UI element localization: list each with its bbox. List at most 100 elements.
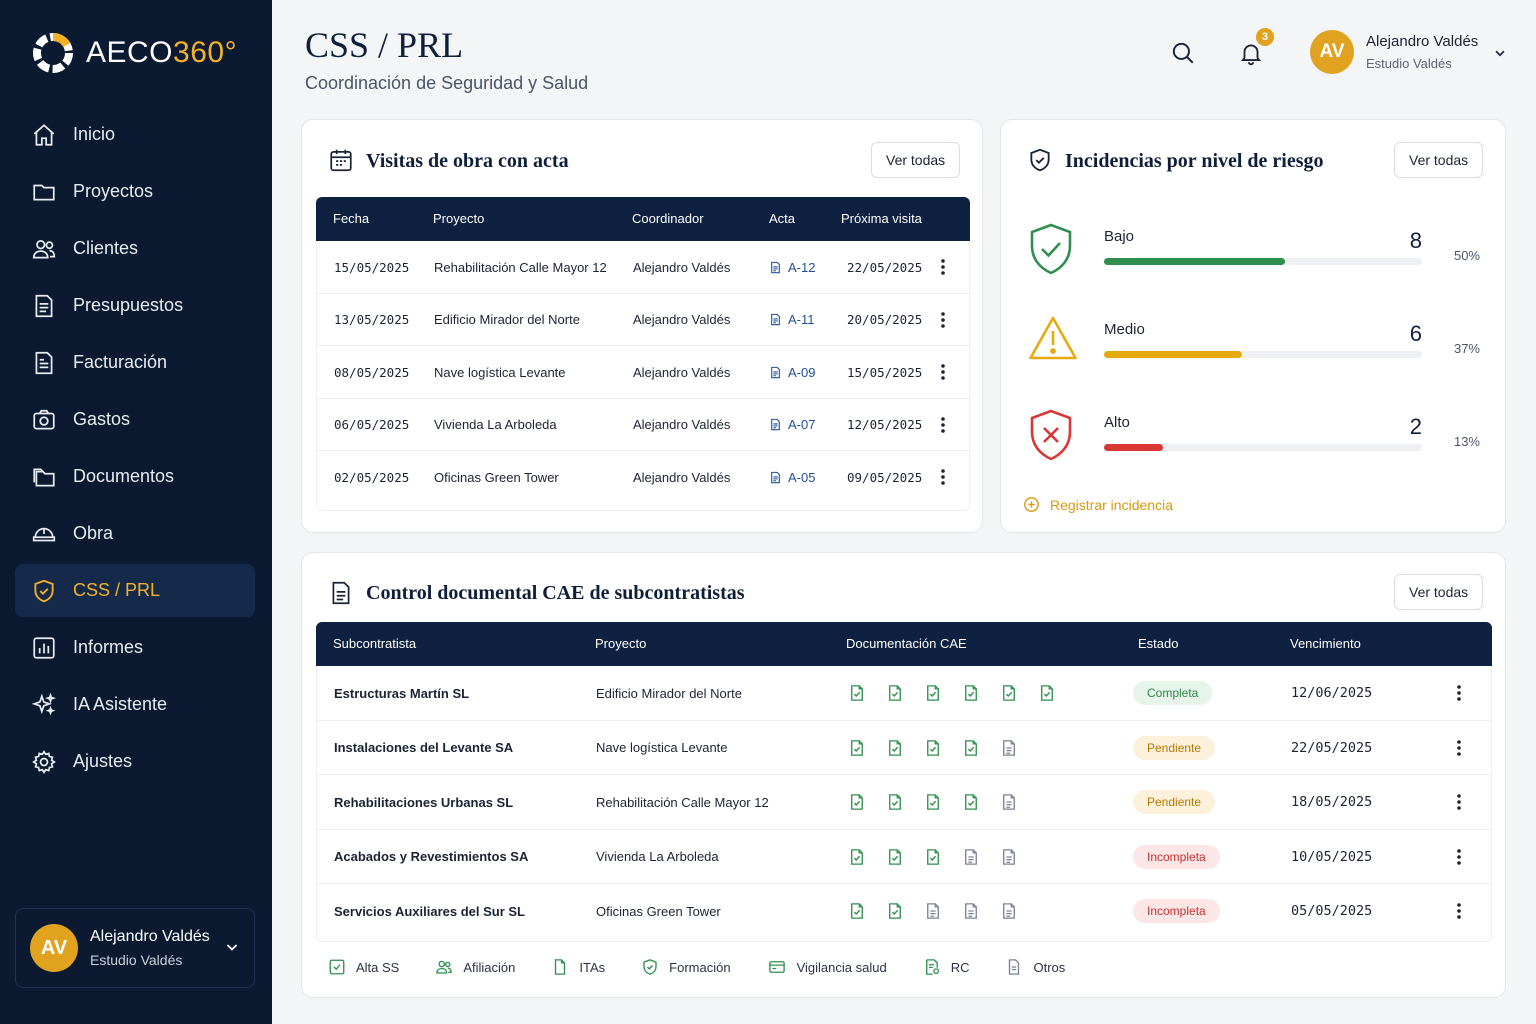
visit-acta-link[interactable]: A-11	[769, 294, 815, 346]
col-proyecto[interactable]: Proyecto	[433, 211, 485, 226]
sidebar-item-ia-asistente[interactable]: IA Asistente	[15, 678, 255, 731]
row-menu-icon[interactable]	[935, 399, 951, 451]
doc-check-icon[interactable]	[962, 792, 1000, 812]
doc-check-icon[interactable]	[886, 738, 924, 758]
table-row[interactable]: 08/05/2025 Nave logística Levante Alejandr…	[317, 346, 969, 399]
app-logo[interactable]: AECO360°	[32, 32, 237, 74]
table-row[interactable]: Rehabilitaciones Urbanas SL Rehabilitació…	[317, 775, 1491, 830]
table-row[interactable]: Instalaciones del Levante SA Nave logísti…	[317, 721, 1491, 776]
row-menu-icon[interactable]	[935, 241, 951, 293]
col-proyecto[interactable]: Proyecto	[595, 636, 647, 651]
doc-check-icon[interactable]	[924, 792, 962, 812]
doc-check-icon[interactable]	[924, 738, 962, 758]
row-menu-icon[interactable]	[935, 451, 951, 503]
doc-check-icon[interactable]	[848, 901, 886, 921]
table-row[interactable]: Servicios Auxiliares del Sur SL Oficinas …	[317, 884, 1491, 939]
doc-pending-icon[interactable]	[1000, 792, 1038, 812]
sidebar-item-label: CSS / PRL	[73, 580, 161, 600]
row-menu-icon[interactable]	[935, 294, 951, 346]
table-row[interactable]: 13/05/2025 Edificio Mirador del Norte Alej…	[317, 294, 969, 347]
doc-pending-icon[interactable]	[1000, 847, 1038, 867]
sidebar-user-card[interactable]: AV Alejandro Valdés Estudio Valdés	[15, 908, 255, 988]
sidebar-item-facturacion[interactable]: Facturación	[15, 336, 255, 389]
sidebar-item-clientes[interactable]: Clientes	[15, 222, 255, 275]
doc-check-icon[interactable]	[848, 738, 886, 758]
doc-check-icon[interactable]	[886, 683, 924, 703]
visit-acta-link[interactable]: A-09	[769, 346, 815, 398]
visit-acta-link[interactable]: A-05	[769, 451, 815, 503]
sidebar-item-gastos[interactable]: Gastos	[15, 393, 255, 446]
header-user[interactable]: AV Alejandro Valdés Estudio Valdés	[1310, 30, 1478, 74]
col-proxima-visita[interactable]: Próxima visita	[841, 211, 922, 226]
sidebar-item-label: Ajustes	[73, 751, 133, 771]
sidebar-item-inicio[interactable]: Inicio	[15, 108, 255, 161]
sidebar-item-informes[interactable]: Informes	[15, 621, 255, 674]
table-row[interactable]: 15/05/2025 Rehabilitación Calle Mayor 12 A…	[317, 241, 969, 294]
doc-check-icon[interactable]	[962, 738, 1000, 758]
doc-pending-icon[interactable]	[1000, 738, 1038, 758]
col-coordinador[interactable]: Coordinador	[632, 211, 704, 226]
risk-level-alto[interactable]: Alto 2 13%	[1024, 409, 1484, 494]
table-row[interactable]: 06/05/2025 Vivienda La Arboleda Alejandro …	[317, 399, 969, 452]
doc-check-icon[interactable]	[848, 847, 886, 867]
cae-view-all-button[interactable]: Ver todas	[1394, 574, 1484, 610]
visit-project: Rehabilitación Calle Mayor 12	[434, 259, 607, 275]
cae-expiry-date: 10/05/2025	[1291, 848, 1373, 865]
chevron-down-icon[interactable]	[224, 939, 240, 955]
doc-check-icon[interactable]	[1038, 683, 1076, 703]
visit-coordinator: Alejandro Valdés	[633, 312, 731, 328]
sidebar-item-proyectos[interactable]: Proyectos	[15, 165, 255, 218]
camera-icon	[33, 409, 55, 430]
doc-check-icon[interactable]	[886, 847, 924, 867]
row-menu-icon[interactable]	[1451, 775, 1467, 829]
doc-check-icon[interactable]	[848, 792, 886, 812]
risk-count: 8	[1409, 228, 1422, 253]
table-row[interactable]: 02/05/2025 Oficinas Green Tower Alejandro …	[317, 451, 969, 504]
col-documentacion-cae[interactable]: Documentación CAE	[846, 636, 967, 651]
sidebar-item-obra[interactable]: Obra	[15, 507, 255, 560]
sidebar-item-css-prl[interactable]: CSS / PRL	[15, 564, 255, 617]
doc-check-icon[interactable]	[886, 901, 924, 921]
doc-pending-icon[interactable]	[1000, 901, 1038, 921]
risk-level-medio[interactable]: Medio 6 37%	[1024, 316, 1484, 401]
row-menu-icon[interactable]	[1451, 884, 1467, 938]
chevron-down-icon[interactable]	[1493, 46, 1507, 60]
visit-acta-link[interactable]: A-12	[769, 241, 815, 293]
status-badge: Incompleta	[1133, 899, 1220, 924]
sidebar-item-ajustes[interactable]: Ajustes	[15, 735, 255, 788]
doc-pending-icon[interactable]	[924, 901, 962, 921]
search-icon[interactable]	[1170, 40, 1196, 66]
doc-check-icon[interactable]	[962, 683, 1000, 703]
col-subcontratista[interactable]: Subcontratista	[333, 636, 417, 651]
doc-check-icon[interactable]	[924, 847, 962, 867]
doc-check-icon[interactable]	[1000, 683, 1038, 703]
risk-level-bajo[interactable]: Bajo 8 50%	[1024, 223, 1484, 308]
col-acta[interactable]: Acta	[769, 211, 796, 226]
row-menu-icon[interactable]	[1451, 721, 1467, 775]
col-estado[interactable]: Estado	[1138, 636, 1179, 651]
risk-label: Medio	[1104, 321, 1145, 338]
sidebar-item-presupuestos[interactable]: Presupuestos	[15, 279, 255, 332]
row-menu-icon[interactable]	[1451, 666, 1467, 720]
doc-check-icon[interactable]	[924, 683, 962, 703]
register-incident-link[interactable]: Registrar incidencia	[1023, 496, 1173, 513]
doc-check-icon[interactable]	[848, 683, 886, 703]
col-vencimiento[interactable]: Vencimiento	[1290, 636, 1361, 651]
table-row[interactable]: Acabados y Revestimientos SA Vivienda La …	[317, 830, 1491, 885]
col-fecha[interactable]: Fecha	[333, 211, 370, 226]
row-menu-icon[interactable]	[1451, 830, 1467, 884]
table-row[interactable]: Estructuras Martín SL Edificio Mirador de…	[317, 666, 1491, 721]
risk-progress-fill	[1104, 444, 1163, 451]
doc-pending-icon[interactable]	[962, 901, 1000, 921]
risk-view-all-button[interactable]: Ver todas	[1394, 142, 1484, 178]
sidebar-item-documentos[interactable]: Documentos	[15, 450, 255, 503]
subcontractor-name: Acabados y Revestimientos SA	[334, 849, 529, 865]
row-menu-icon[interactable]	[935, 346, 951, 398]
visit-acta-link[interactable]: A-07	[769, 399, 815, 451]
doc-pending-icon[interactable]	[962, 847, 1000, 867]
cae-doc-icons	[848, 775, 1038, 829]
cae-doc-icons	[848, 884, 1038, 938]
visits-view-all-button[interactable]: Ver todas	[871, 142, 961, 178]
bell-icon[interactable]	[1238, 40, 1264, 66]
doc-check-icon[interactable]	[886, 792, 924, 812]
